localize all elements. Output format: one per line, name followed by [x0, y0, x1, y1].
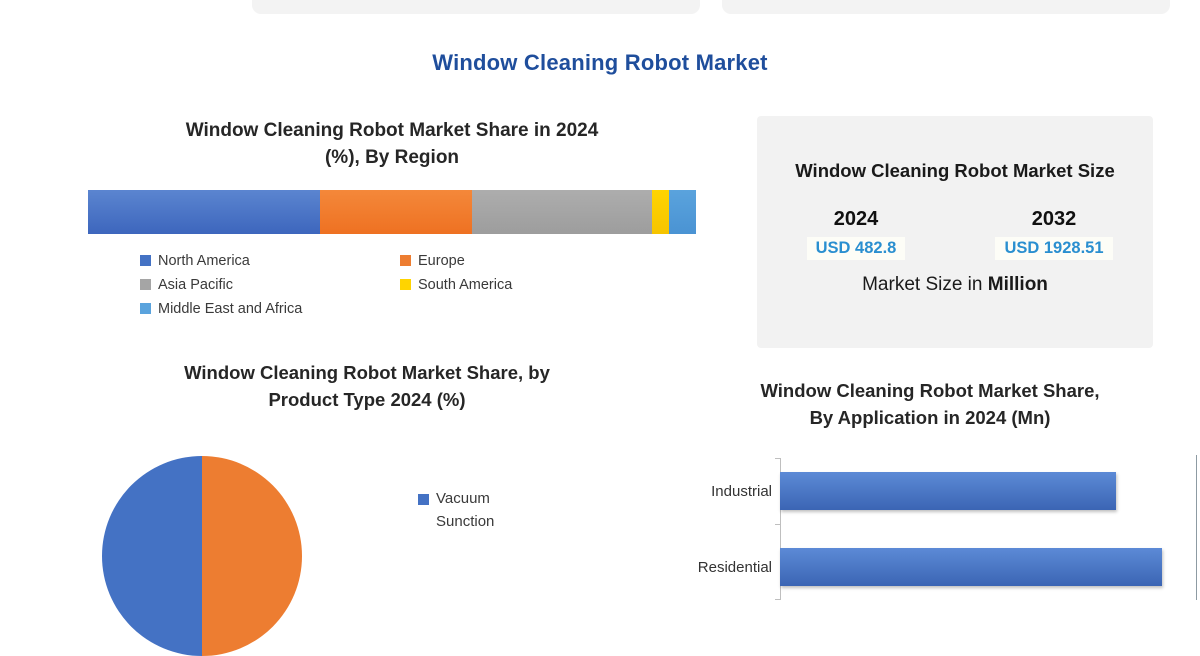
- application-row-residential: Residential: [680, 542, 1180, 592]
- region-legend-label: South America: [418, 276, 513, 293]
- product-type-title-line1: Window Cleaning Robot Market Share, by: [184, 362, 550, 383]
- market-size-title: Window Cleaning Robot Market Size: [795, 160, 1115, 181]
- application-bar-residential: [780, 548, 1162, 586]
- application-title-line2: By Application in 2024 (Mn): [809, 406, 1051, 428]
- region-legend: North America Europe Asia Pacific South …: [140, 249, 660, 321]
- region-legend-item-middle-east-africa: Middle East and Africa: [140, 297, 400, 321]
- legend-swatch-icon: [140, 255, 151, 267]
- region-chart-title: Window Cleaning Robot Market Share in 20…: [62, 118, 722, 172]
- region-legend-item-south-america: South America: [400, 273, 660, 297]
- region-legend-item-north-america: North America: [140, 249, 400, 273]
- legend-swatch-icon: [140, 279, 151, 291]
- application-bar-industrial: [780, 472, 1116, 510]
- application-plot-area: Industrial Residential: [680, 458, 1180, 600]
- panel-divider: [1196, 455, 1197, 600]
- region-legend-item-asia-pacific: Asia Pacific: [140, 273, 400, 297]
- market-size-value-2024: USD 482.8: [806, 237, 906, 260]
- region-segment-middle-east-africa: [668, 189, 696, 234]
- product-type-title-line2: Product Type 2024 (%): [268, 388, 466, 410]
- application-title: Window Cleaning Robot Market Share, By A…: [680, 378, 1180, 432]
- top-card-right: [722, 0, 1170, 14]
- legend-swatch-icon: [400, 279, 411, 291]
- legend-swatch-icon: [140, 303, 151, 315]
- product-type-legend-line2: Sunction: [436, 512, 495, 530]
- market-size-year-2032: 2032: [1031, 208, 1077, 230]
- application-row-industrial: Industrial: [680, 466, 1180, 516]
- region-segment-asia-pacific: [472, 189, 653, 234]
- market-size-column-2032: 2032 USD 1928.51: [955, 208, 1153, 260]
- market-size-years: 2024 USD 482.8 2032 USD 1928.51: [757, 208, 1153, 260]
- application-category-label: Residential: [697, 558, 772, 576]
- region-stacked-bar: [88, 189, 696, 234]
- axis-tick: [775, 524, 780, 525]
- region-legend-label: North America: [158, 252, 250, 269]
- region-legend-label: Europe: [418, 252, 465, 269]
- region-legend-label: Middle East and Africa: [158, 300, 303, 317]
- market-size-value-2032: USD 1928.51: [995, 237, 1113, 260]
- application-y-axis: [780, 458, 781, 600]
- application-title-line1: Window Cleaning Robot Market Share,: [760, 380, 1100, 401]
- region-segment-south-america: [652, 189, 669, 234]
- application-chart: Window Cleaning Robot Market Share, By A…: [680, 378, 1180, 600]
- region-chart-title-line2: (%), By Region: [324, 146, 460, 168]
- product-type-legend-line1: Vacuum: [436, 490, 490, 507]
- region-segment-europe: [320, 189, 473, 234]
- infographic-canvas: Window Cleaning Robot Market Window Clea…: [62, 0, 1197, 656]
- pie-slices: [102, 456, 302, 656]
- region-share-chart: Window Cleaning Robot Market Share in 20…: [62, 118, 722, 321]
- legend-swatch-icon: [418, 494, 429, 505]
- region-segment-north-america: [88, 189, 321, 234]
- product-type-legend: Vacuum Sunction: [418, 488, 494, 533]
- product-type-chart: Window Cleaning Robot Market Share, by P…: [62, 360, 672, 656]
- product-type-legend-item-vacuum-sunction: Vacuum Sunction: [436, 488, 494, 533]
- application-category-label: Industrial: [711, 482, 772, 500]
- region-chart-title-line1: Window Cleaning Robot Market Share in 20…: [185, 120, 599, 141]
- page-title: Window Cleaning Robot Market: [432, 50, 768, 75]
- product-type-title: Window Cleaning Robot Market Share, by P…: [62, 360, 672, 414]
- region-legend-label: Asia Pacific: [158, 276, 233, 293]
- product-type-pie: [102, 456, 302, 656]
- axis-tick: [775, 458, 780, 459]
- market-size-column-2024: 2024 USD 482.8: [757, 208, 955, 260]
- market-size-unit-prefix: Market Size in: [862, 274, 988, 295]
- market-size-panel: Window Cleaning Robot Market Size 2024 U…: [757, 116, 1153, 348]
- legend-swatch-icon: [400, 255, 411, 267]
- market-size-unit-value: Million: [987, 274, 1048, 295]
- market-size-year-2024: 2024: [833, 208, 879, 230]
- region-legend-item-europe: Europe: [400, 249, 660, 273]
- top-card-left: [252, 0, 700, 14]
- market-size-unit-note: Market Size in Million: [757, 274, 1153, 296]
